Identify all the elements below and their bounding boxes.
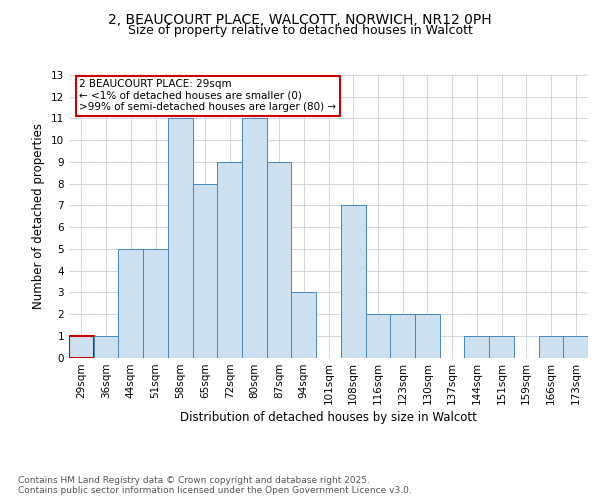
Bar (341, 206, 365, 358)
Bar (69, 336, 94, 357)
Bar (390, 314, 415, 358)
Text: Contains HM Land Registry data © Crown copyright and database right 2025.
Contai: Contains HM Land Registry data © Crown c… (18, 476, 412, 495)
Y-axis label: Number of detached properties: Number of detached properties (32, 123, 46, 309)
Bar (292, 292, 316, 358)
Bar (563, 336, 588, 357)
Bar (168, 118, 193, 358)
Bar (143, 249, 168, 358)
Bar (217, 162, 242, 358)
X-axis label: Distribution of detached houses by size in Walcott: Distribution of detached houses by size … (180, 412, 477, 424)
Bar (365, 314, 390, 358)
Text: 2 BEAUCOURT PLACE: 29sqm
← <1% of detached houses are smaller (0)
>99% of semi-d: 2 BEAUCOURT PLACE: 29sqm ← <1% of detach… (79, 79, 337, 112)
Bar (489, 336, 514, 357)
Bar (242, 118, 267, 358)
Bar (193, 184, 217, 358)
Bar (464, 336, 489, 357)
Text: Size of property relative to detached houses in Walcott: Size of property relative to detached ho… (128, 24, 472, 37)
Bar (539, 336, 563, 357)
Bar (415, 314, 440, 358)
Bar (118, 249, 143, 358)
Text: 2, BEAUCOURT PLACE, WALCOTT, NORWICH, NR12 0PH: 2, BEAUCOURT PLACE, WALCOTT, NORWICH, NR… (108, 12, 492, 26)
Bar (94, 336, 118, 357)
Bar (267, 162, 292, 358)
